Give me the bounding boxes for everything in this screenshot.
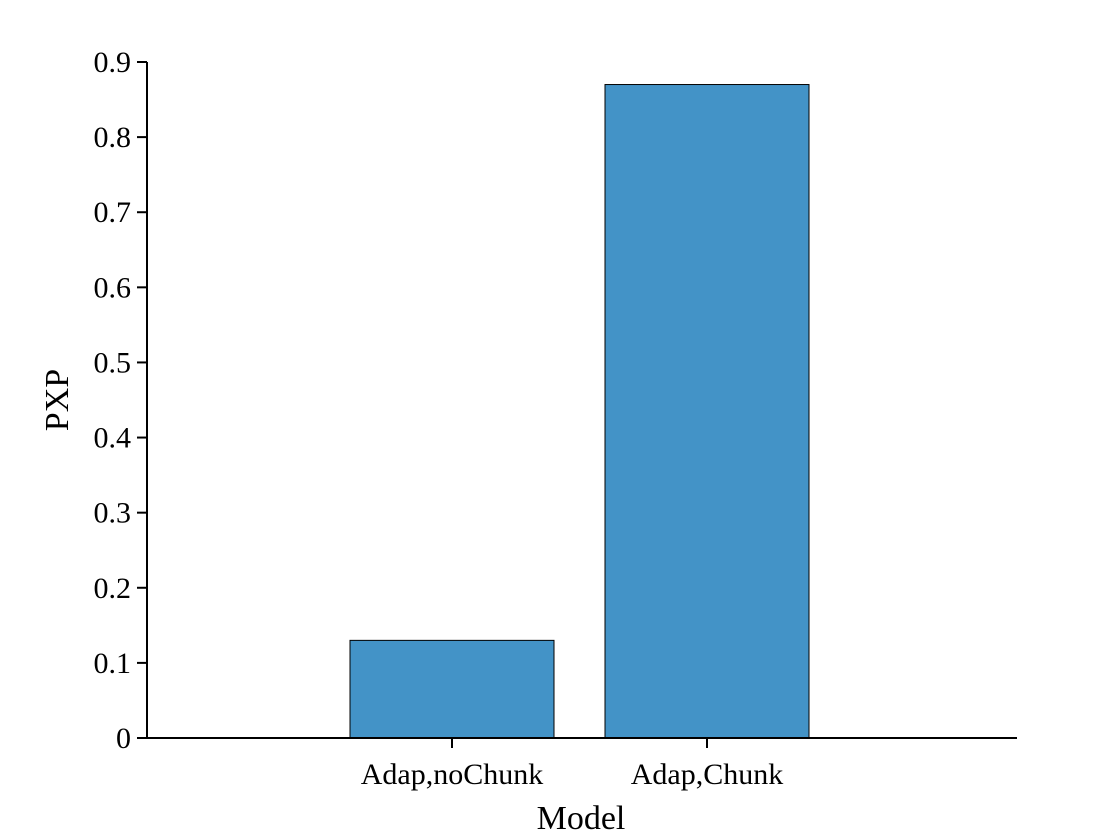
y-tick-label: 0.1 <box>94 647 132 680</box>
y-tick-label: 0.3 <box>94 497 132 530</box>
x-axis-title: Model <box>537 800 626 837</box>
y-tick-label: 0.6 <box>94 271 132 304</box>
y-tick-label: 0 <box>116 722 131 755</box>
y-tick-label: 0.9 <box>94 46 132 79</box>
y-tick-label: 0.4 <box>94 422 132 455</box>
x-tick-label: Adap,Chunk <box>631 758 784 791</box>
y-ticks-group: 0 0.1 0.2 0.3 0.4 0.5 0.6 0.7 0.8 0.9 <box>94 46 147 755</box>
bars-group <box>349 84 810 739</box>
bar-adap-nochunk <box>349 639 555 739</box>
y-axis-title: PXP <box>39 369 76 431</box>
y-tick-label: 0.7 <box>94 196 132 229</box>
y-tick-label: 0.2 <box>94 572 132 605</box>
x-ticks-group: Adap,noChunk Adap,Chunk <box>361 738 784 791</box>
x-tick-label: Adap,noChunk <box>361 758 544 791</box>
bar-adap-chunk <box>604 84 810 739</box>
y-tick-label: 0.5 <box>94 346 132 379</box>
y-tick-label: 0.8 <box>94 121 132 154</box>
